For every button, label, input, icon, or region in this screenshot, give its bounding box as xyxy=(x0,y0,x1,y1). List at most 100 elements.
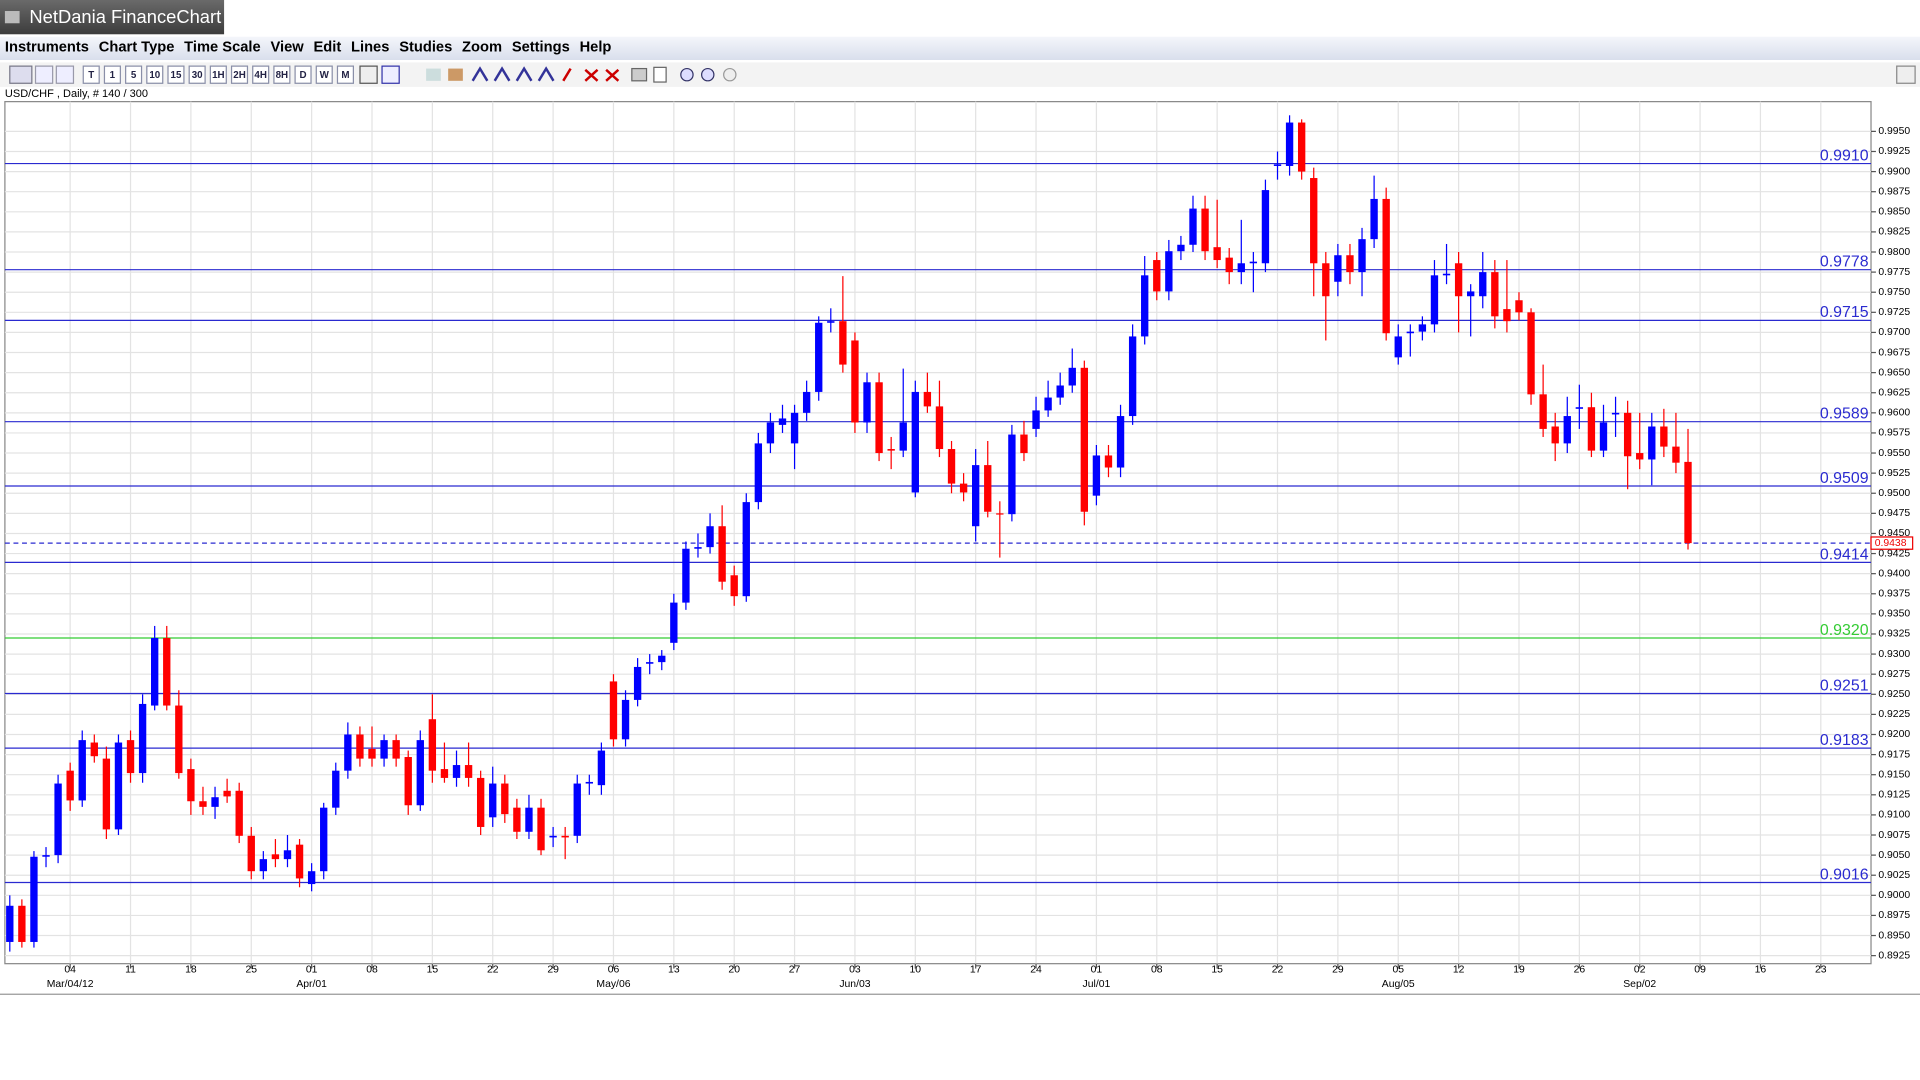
x-tick-label: 06 xyxy=(608,965,620,976)
icon[interactable] xyxy=(359,65,378,84)
y-tick-label: 0.9825 xyxy=(1878,227,1910,238)
icon[interactable] xyxy=(653,66,667,83)
candle-body xyxy=(175,705,183,774)
candle-body xyxy=(887,449,895,451)
toolbar-button[interactable] xyxy=(230,65,249,84)
toolbar-button-label[interactable]: 2H xyxy=(233,70,246,81)
toolbar-button-label[interactable]: 30 xyxy=(192,70,203,81)
toolbar-button-label[interactable]: M xyxy=(341,70,349,81)
toolbar-button-label[interactable]: 10 xyxy=(149,70,160,81)
toolbar-pin[interactable] xyxy=(1896,65,1916,84)
icon[interactable] xyxy=(723,67,737,82)
y-tick-label: 0.9575 xyxy=(1878,428,1910,439)
candle-body xyxy=(1322,263,1330,297)
menu-item[interactable]: Help xyxy=(580,40,612,56)
x-tick-label: 22 xyxy=(487,965,499,976)
menu-item[interactable]: Edit xyxy=(313,40,341,56)
toolbar-button[interactable] xyxy=(167,65,185,84)
toolbar-button[interactable] xyxy=(294,65,312,84)
last-price-box xyxy=(1870,536,1914,550)
toolbar-button-label[interactable]: 1 xyxy=(110,70,116,81)
y-tick-label: 0.9900 xyxy=(1878,166,1910,177)
x-tick-label: 20 xyxy=(728,965,740,976)
candle-body xyxy=(54,783,62,856)
candle-body xyxy=(658,655,666,663)
x-tick-label: 05 xyxy=(1392,965,1404,976)
candle-body xyxy=(1394,336,1402,358)
toolbar-button[interactable] xyxy=(252,65,270,84)
y-tick-label: 0.9250 xyxy=(1878,689,1910,700)
toolbar-button[interactable] xyxy=(82,65,100,84)
candle-body xyxy=(1370,198,1378,240)
icon[interactable] xyxy=(680,67,694,82)
icon[interactable] xyxy=(55,65,75,84)
candle-body xyxy=(790,412,799,444)
menu-item[interactable]: Settings xyxy=(512,40,570,56)
plot-area xyxy=(4,101,1872,965)
candle-body xyxy=(489,783,497,818)
toolbar-button[interactable] xyxy=(146,65,164,84)
candle-body xyxy=(646,662,654,664)
toolbar-button-label[interactable]: 15 xyxy=(171,70,182,81)
candle-body xyxy=(1261,190,1270,264)
candle-body xyxy=(416,740,424,806)
toolbar-button-label[interactable]: W xyxy=(320,70,330,81)
candle-body xyxy=(1273,164,1282,166)
menu-item[interactable]: View xyxy=(270,40,304,56)
candle-body xyxy=(307,871,316,885)
toolbar-button-label[interactable]: 1H xyxy=(212,70,225,81)
y-tick-label: 0.9200 xyxy=(1878,729,1910,740)
toolbar-button-label[interactable]: 4H xyxy=(254,70,267,81)
icon[interactable] xyxy=(562,67,620,82)
candle-body xyxy=(694,547,702,549)
toolbar-button-label[interactable]: D xyxy=(300,70,307,81)
candle-body xyxy=(1346,255,1354,273)
toolbar-button[interactable] xyxy=(315,65,333,84)
menu-item[interactable]: Lines xyxy=(351,40,389,56)
menu-item[interactable]: Studies xyxy=(399,40,452,56)
candle-body xyxy=(368,748,376,759)
candle-body xyxy=(1225,257,1233,273)
candle-body xyxy=(464,765,473,778)
candle-body xyxy=(235,790,243,836)
toolbar-button[interactable] xyxy=(103,65,121,84)
icon[interactable] xyxy=(426,68,441,81)
month-label: Jul/01 xyxy=(1083,979,1111,990)
toolbar-button-label[interactable]: 8H xyxy=(276,70,289,81)
y-tick-label: 0.9800 xyxy=(1878,247,1910,258)
level-label: 0.9778 xyxy=(1820,254,1869,271)
candle-body xyxy=(1563,416,1571,444)
candle-body xyxy=(718,526,726,582)
toolbar-button[interactable] xyxy=(209,65,227,84)
y-tick-label: 0.9950 xyxy=(1878,126,1910,137)
x-tick-label: 10 xyxy=(910,965,922,976)
candle-body xyxy=(6,905,14,942)
x-tick-label: 09 xyxy=(1694,965,1706,976)
icon[interactable] xyxy=(448,68,463,81)
toolbar-button[interactable] xyxy=(336,65,355,84)
icon[interactable] xyxy=(381,65,400,84)
icon[interactable] xyxy=(701,67,715,82)
menu-item[interactable]: Instruments xyxy=(5,40,89,56)
toolbar-button-label[interactable]: T xyxy=(88,70,94,81)
icon[interactable] xyxy=(631,67,648,82)
candle-body xyxy=(839,321,847,365)
candle-body xyxy=(404,757,412,806)
candle-body xyxy=(863,382,871,423)
menu-item[interactable]: Chart Type xyxy=(99,40,175,56)
toolbar-button[interactable] xyxy=(125,65,143,84)
icon[interactable] xyxy=(9,65,33,84)
x-tick-label: 23 xyxy=(1815,965,1827,976)
icon[interactable] xyxy=(34,65,54,84)
toolbar-button-label[interactable]: 5 xyxy=(131,70,137,81)
toolbar-button[interactable] xyxy=(273,65,291,84)
menu-item[interactable]: Zoom xyxy=(462,40,502,56)
candle-body xyxy=(187,769,195,802)
level-label: 0.9251 xyxy=(1820,677,1869,694)
menu-item[interactable]: Time Scale xyxy=(184,40,260,56)
candle-body xyxy=(259,859,268,872)
y-tick-label: 0.9625 xyxy=(1878,387,1910,398)
toolbar-button[interactable] xyxy=(188,65,206,84)
candle-body xyxy=(1189,208,1197,245)
icon[interactable] xyxy=(471,66,555,82)
